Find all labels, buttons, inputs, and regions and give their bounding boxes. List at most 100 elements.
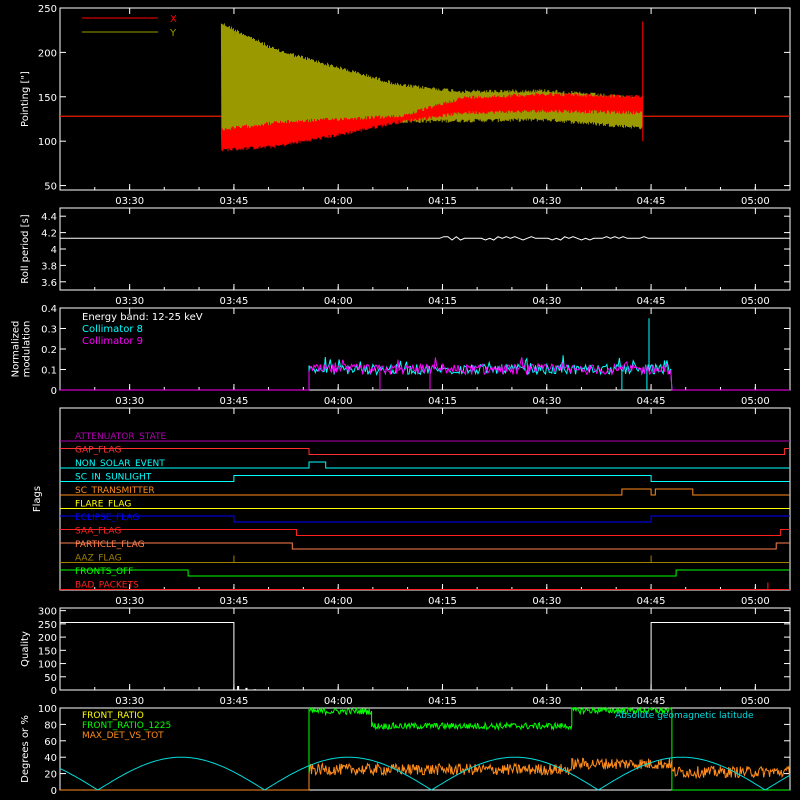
ratio-series-front-ratio-1225 bbox=[60, 706, 790, 791]
y-tick-label: 80 bbox=[44, 720, 57, 731]
y-tick-label: 100 bbox=[38, 704, 57, 715]
x-tick-label: 04:30 bbox=[532, 296, 561, 307]
y-axis-label: Quality bbox=[20, 631, 31, 667]
y-tick-label: 0.4 bbox=[41, 304, 57, 315]
ratio-legend-3: Absolute geomagnetic latitude bbox=[615, 711, 754, 721]
y-tick-label: 0 bbox=[51, 686, 57, 697]
flag-line-gap_flag bbox=[60, 448, 790, 455]
panel-frame bbox=[59, 207, 791, 291]
y-tick-label: 60 bbox=[44, 737, 57, 748]
quality-line bbox=[60, 622, 790, 691]
series-line-X bbox=[220, 92, 643, 152]
x-tick-label: 04:00 bbox=[324, 696, 353, 707]
y-tick-label: 50 bbox=[44, 182, 57, 193]
y-tick-label: 4 bbox=[51, 245, 57, 256]
flag-line-particle_flag bbox=[60, 542, 790, 550]
roll-period-line bbox=[59, 236, 790, 241]
y-tick-label: 3.6 bbox=[41, 278, 57, 289]
y-tick-label: 0 bbox=[51, 786, 57, 797]
y-axis-label: Normalized bbox=[11, 321, 22, 378]
y-axis-label: Pointing ["] bbox=[20, 71, 31, 127]
legend-label-Y: Y bbox=[169, 28, 177, 39]
flag-label-particle_flag: PARTICLE_FLAG bbox=[75, 540, 145, 550]
y-tick-label: 4.4 bbox=[41, 212, 57, 223]
y-tick-label: 100 bbox=[38, 137, 57, 148]
y-tick-label: 250 bbox=[38, 620, 57, 631]
y-tick-label: 4.2 bbox=[41, 229, 57, 240]
mod-annotation-2: Collimator 9 bbox=[82, 336, 143, 347]
y-axis-label: Degrees or % bbox=[20, 715, 31, 783]
x-tick-label: 03:30 bbox=[115, 296, 144, 307]
y-tick-label: 0.1 bbox=[41, 366, 57, 377]
flag-label-sc_transmitter: SC_TRANSMITTER bbox=[75, 486, 155, 496]
x-tick-label: 04:15 bbox=[428, 296, 457, 307]
flag-line-sc_transmitter bbox=[60, 488, 790, 496]
x-tick-label: 04:30 bbox=[532, 596, 561, 607]
x-tick-label: 03:45 bbox=[220, 196, 249, 207]
y-axis-label: Flags bbox=[32, 486, 43, 512]
x-tick-label: 03:45 bbox=[220, 396, 249, 407]
flag-line-sc_in_sunlight bbox=[60, 475, 790, 482]
y-tick-label: 50 bbox=[44, 673, 57, 684]
flag-label-sc_in_sunlight: SC_IN_SUNLIGHT bbox=[75, 473, 152, 483]
x-tick-label: 04:45 bbox=[637, 196, 666, 207]
flag-label-non_solar_event: NON_SOLAR_EVENT bbox=[75, 459, 165, 469]
y-tick-label: 0.2 bbox=[41, 345, 57, 356]
ratio-legend-2: MAX_DET_VS_TOT bbox=[82, 731, 164, 741]
x-tick-label: 03:45 bbox=[220, 696, 249, 707]
flag-line-non_solar_event bbox=[60, 461, 790, 469]
ratio-legend-0: FRONT_RATIO bbox=[82, 711, 144, 721]
x-tick-label: 03:30 bbox=[115, 196, 144, 207]
x-tick-label: 04:45 bbox=[637, 296, 666, 307]
y-tick-label: 150 bbox=[38, 646, 57, 657]
y-tick-label: 0 bbox=[51, 386, 57, 397]
x-tick-label: 05:00 bbox=[741, 696, 770, 707]
x-tick-label: 05:00 bbox=[741, 296, 770, 307]
series-line-Y bbox=[220, 23, 643, 142]
x-tick-label: 03:45 bbox=[220, 596, 249, 607]
x-tick-label: 04:45 bbox=[637, 696, 666, 707]
ratio-legend-1: FRONT_RATIO_1225 bbox=[82, 721, 171, 731]
ratio-series-max-det-vs-tot bbox=[60, 757, 791, 791]
x-tick-label: 05:00 bbox=[741, 396, 770, 407]
x-tick-label: 05:00 bbox=[741, 596, 770, 607]
x-tick-label: 03:30 bbox=[115, 396, 144, 407]
y-axis-label: Roll period [s] bbox=[20, 214, 31, 283]
y-tick-label: 150 bbox=[38, 93, 57, 104]
mod-series-collimator-9 bbox=[60, 357, 790, 391]
flag-label-saa_flag: SAA_FLAG bbox=[75, 527, 121, 537]
flag-label-bad_packets: BAD_PACKETS bbox=[75, 581, 139, 591]
y-tick-label: 100 bbox=[38, 660, 57, 671]
ratio-series-geomagnetic-latitude bbox=[59, 756, 791, 791]
flag-label-aaz_flag: AAZ_FLAG bbox=[75, 554, 122, 564]
mod-annotation-0: Energy band: 12-25 keV bbox=[82, 312, 203, 323]
flag-label-fronts_off: FRONTS_OFF bbox=[75, 567, 133, 577]
flag-line-fronts_off bbox=[60, 569, 790, 577]
y-tick-label: 3.8 bbox=[41, 261, 57, 272]
mod-series-collimator-8 bbox=[60, 355, 790, 391]
y-axis-label: modulation bbox=[22, 321, 33, 378]
x-tick-label: 04:00 bbox=[324, 596, 353, 607]
x-tick-label: 05:00 bbox=[741, 196, 770, 207]
flag-label-attenuator_state: ATTENUATOR_STATE bbox=[75, 432, 167, 442]
y-tick-label: 0.3 bbox=[41, 325, 57, 336]
x-tick-label: 04:00 bbox=[324, 196, 353, 207]
x-tick-label: 04:30 bbox=[532, 196, 561, 207]
x-tick-label: 04:15 bbox=[428, 596, 457, 607]
x-tick-label: 03:30 bbox=[115, 696, 144, 707]
y-tick-label: 200 bbox=[38, 48, 57, 59]
panel-frame bbox=[59, 7, 791, 191]
y-tick-label: 250 bbox=[38, 4, 57, 15]
flag-line-saa_flag bbox=[60, 529, 790, 536]
y-tick-label: 300 bbox=[38, 607, 57, 618]
mod-annotation-1: Collimator 8 bbox=[82, 324, 143, 335]
x-tick-label: 04:30 bbox=[532, 696, 561, 707]
y-tick-label: 20 bbox=[44, 770, 57, 781]
panel-frame bbox=[59, 607, 791, 691]
x-tick-label: 04:45 bbox=[637, 396, 666, 407]
x-tick-label: 04:00 bbox=[324, 296, 353, 307]
flag-label-flare_flag: FLARE_FLAG bbox=[75, 500, 131, 510]
x-tick-label: 04:15 bbox=[428, 196, 457, 207]
flag-label-gap_flag: GAP_FLAG bbox=[75, 446, 121, 456]
